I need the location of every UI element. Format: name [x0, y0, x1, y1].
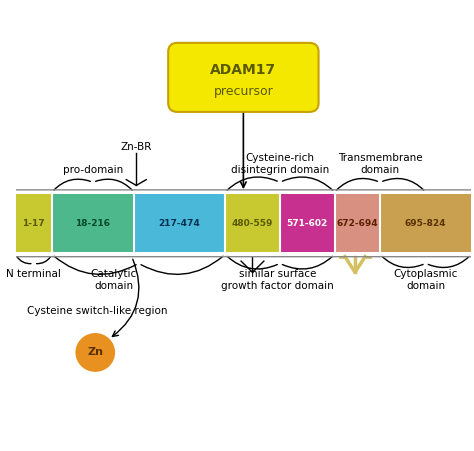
Text: similar surface
growth factor domain: similar surface growth factor domain [221, 269, 334, 291]
Text: 571-602: 571-602 [287, 219, 328, 228]
Text: 480-559: 480-559 [232, 219, 273, 228]
Text: Zn-BR: Zn-BR [120, 142, 152, 152]
Text: 18-216: 18-216 [75, 219, 110, 228]
Text: Zn: Zn [87, 347, 103, 358]
Text: N terminal: N terminal [6, 269, 61, 279]
Text: Catalytic
domain: Catalytic domain [91, 269, 137, 291]
Text: Cysteine switch-like region: Cysteine switch-like region [27, 306, 168, 316]
Text: 695-824: 695-824 [405, 219, 447, 228]
Circle shape [76, 334, 114, 371]
Text: precursor: precursor [213, 85, 273, 98]
Text: pro-domain: pro-domain [63, 165, 123, 175]
Text: Transmembrane
domain: Transmembrane domain [338, 153, 422, 175]
FancyBboxPatch shape [168, 43, 319, 112]
Text: Cysteine-rich
disintegrin domain: Cysteine-rich disintegrin domain [231, 153, 329, 175]
Text: 1-17: 1-17 [22, 219, 45, 228]
Bar [335, 194, 380, 252]
Bar [225, 194, 280, 252]
Bar [380, 194, 471, 252]
Bar [16, 194, 52, 252]
Bar [280, 194, 335, 252]
FancyBboxPatch shape [11, 190, 474, 257]
Text: 672-694: 672-694 [337, 219, 378, 228]
Text: Cytoplasmic
domain: Cytoplasmic domain [393, 269, 458, 291]
Bar [134, 194, 225, 252]
Bar [52, 194, 134, 252]
Text: ADAM17: ADAM17 [210, 63, 276, 77]
Text: 217-474: 217-474 [159, 219, 201, 228]
